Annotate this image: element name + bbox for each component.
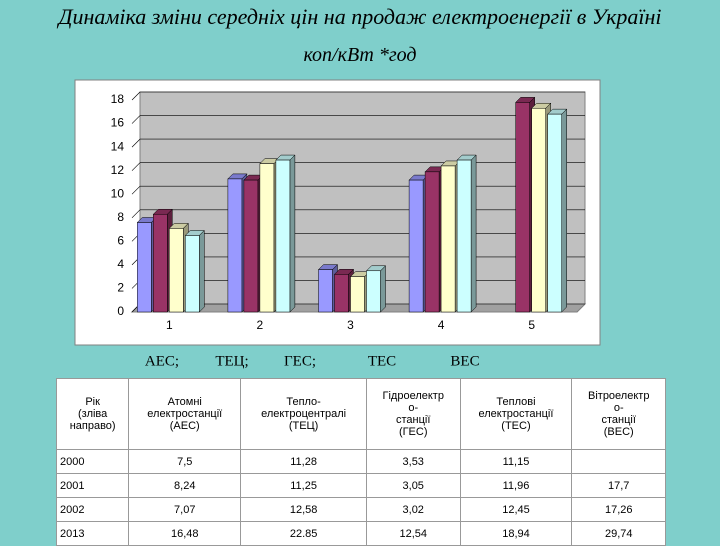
bar xyxy=(366,270,381,313)
table-cell: 12,54 xyxy=(365,521,461,546)
table-cell: 11,15 xyxy=(459,449,573,474)
header-cell: Вітроелектр о- станції (ВЕС) xyxy=(571,378,666,450)
grid-line xyxy=(131,186,141,195)
table-row: 2000 7,5 11,28 3,53 11,15 xyxy=(55,449,666,474)
bar xyxy=(547,113,562,313)
bar xyxy=(334,274,349,313)
table-cell: 11,96 xyxy=(459,473,573,498)
bar-side xyxy=(199,229,205,313)
x-tick-label: 3 xyxy=(347,318,354,332)
bar xyxy=(243,179,259,313)
bar xyxy=(424,171,440,313)
subtitle: коп/кВт *год xyxy=(303,44,417,66)
y-tick-label: 12 xyxy=(111,163,125,177)
table-cell: 3,53 xyxy=(365,449,461,474)
table-cell: 12,45 xyxy=(459,497,573,522)
table-cell: 2001 xyxy=(55,473,130,498)
grid-line xyxy=(131,162,141,171)
y-tick-label: 6 xyxy=(117,234,124,248)
bar xyxy=(185,235,200,313)
table-cell: 8,24 xyxy=(128,473,242,498)
bar-side xyxy=(470,154,477,313)
x-tick-label: 2 xyxy=(257,318,264,332)
table-row: 2002 7,07 12,58 3,02 12,45 17,26 xyxy=(55,497,666,522)
bar xyxy=(169,228,184,313)
y-tick-label: 2 xyxy=(117,281,124,295)
table-cell: 11,25 xyxy=(240,473,367,498)
bar xyxy=(515,102,530,313)
legend-text: ВЕС xyxy=(450,353,479,369)
bar xyxy=(408,179,424,313)
header-cell: Теплові електростанції (ТЕС) xyxy=(459,378,573,450)
bar xyxy=(137,222,152,313)
y-tick-label: 16 xyxy=(111,116,125,130)
y-tick-label: 8 xyxy=(117,210,124,224)
header-cell: Атомні електростанції (АЕС) xyxy=(128,378,242,450)
legend-text: АЕС; xyxy=(145,353,179,369)
data-table: Рік (зліва направо) Атомні електростанції… xyxy=(55,378,666,546)
table-cell: 3,02 xyxy=(365,497,461,522)
bar xyxy=(456,159,472,313)
table-cell: 29,74 xyxy=(571,521,666,546)
bar xyxy=(153,213,168,313)
table-cell: 7,07 xyxy=(128,497,242,522)
table-cell: 11,28 xyxy=(240,449,367,474)
header-cell: Тепло- електроцентралі (ТЕЦ) xyxy=(240,378,367,450)
bar-side xyxy=(561,108,567,313)
legend-text: ГЕС; xyxy=(284,353,316,369)
table-cell: 18,94 xyxy=(459,521,573,546)
table-cell: 3,05 xyxy=(365,473,461,498)
header-cell: Гідроелектр о- станції (ГЕС) xyxy=(365,378,461,450)
grid-line xyxy=(131,138,141,148)
table-cell: 12,58 xyxy=(240,497,367,522)
table-cell: 17,7 xyxy=(571,473,666,498)
x-tick-label: 5 xyxy=(528,318,535,332)
bar xyxy=(531,107,546,313)
grid-line xyxy=(131,209,141,218)
bar-side xyxy=(380,265,386,313)
y-tick-label: 10 xyxy=(111,186,125,200)
table-cell xyxy=(571,449,666,474)
bar xyxy=(227,178,243,313)
bar xyxy=(440,165,456,313)
y-tick-label: 14 xyxy=(111,139,125,153)
table-cell: 2002 xyxy=(55,497,130,522)
x-tick-label: 4 xyxy=(438,318,445,332)
table-cell: 2013 xyxy=(55,521,130,546)
table-cell: 17,26 xyxy=(571,497,666,522)
bar xyxy=(318,269,333,313)
header-row: Рік (зліва направо) Атомні електростанції… xyxy=(55,378,666,450)
grid-line xyxy=(131,91,141,101)
bar-side xyxy=(289,154,296,313)
legend-text: ТЕЦ; xyxy=(215,353,248,369)
header-cell: Рік (зліва направо) xyxy=(55,378,130,450)
legend-text: ТЕС xyxy=(368,353,396,369)
y-tick-label: 18 xyxy=(111,92,125,106)
bar xyxy=(275,159,291,313)
table-row: 2013 16,48 22.85 12,54 18,94 29,74 xyxy=(55,521,666,546)
x-tick-label: 1 xyxy=(166,318,173,332)
table-cell: 2000 xyxy=(55,449,130,474)
table-cell: 16,48 xyxy=(128,521,242,546)
bar xyxy=(259,163,275,313)
y-tick-label: 0 xyxy=(117,304,124,318)
table-cell: 22.85 xyxy=(240,521,367,546)
table-row: 2001 8,24 11,25 3,05 11,96 17,7 xyxy=(55,473,666,498)
bar xyxy=(350,276,365,313)
grid-line xyxy=(131,115,141,124)
table-cell: 7,5 xyxy=(128,449,242,474)
title: Динаміка зміни середніх цін на продаж ел… xyxy=(58,4,662,29)
y-tick-label: 4 xyxy=(117,257,124,271)
